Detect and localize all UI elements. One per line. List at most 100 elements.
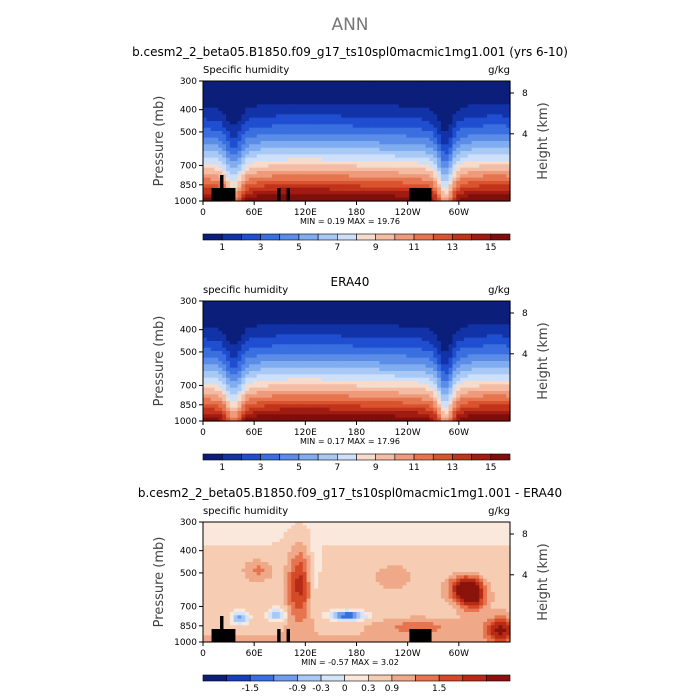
field-cell — [264, 161, 269, 165]
field-cell — [371, 317, 377, 322]
field-cell — [210, 171, 216, 175]
field-cell — [206, 314, 212, 319]
field-cell — [364, 94, 369, 99]
field-cell — [440, 181, 446, 185]
field-cell — [214, 151, 219, 155]
field-cell — [387, 111, 392, 115]
field-cell — [318, 161, 323, 165]
field-cell — [417, 311, 423, 315]
field-cell — [410, 81, 415, 85]
field-cell — [368, 117, 373, 122]
field-cell — [333, 181, 338, 185]
field-cell — [398, 331, 404, 335]
field-cell — [483, 197, 488, 202]
field-cell — [260, 101, 265, 105]
field-cell — [448, 374, 454, 379]
field-cell — [298, 304, 304, 309]
field-cell — [429, 197, 434, 202]
y-axis-label: Pressure (mb) — [152, 96, 167, 187]
field-cell — [494, 111, 500, 115]
field-cell — [425, 154, 431, 159]
field-cell — [502, 84, 507, 89]
field-cell — [387, 124, 392, 129]
field-cell — [402, 331, 407, 335]
field-cell — [218, 127, 223, 132]
field-cell — [352, 84, 358, 89]
field-cell — [368, 331, 373, 335]
field-cell — [226, 351, 231, 355]
field-cell — [333, 324, 338, 329]
field-cell — [329, 157, 335, 162]
field-cell — [283, 374, 289, 379]
field-cell — [245, 347, 250, 352]
field-cell — [356, 97, 361, 102]
field-cell — [260, 84, 265, 89]
field-cell — [429, 187, 434, 192]
field-cell — [252, 147, 258, 152]
field-cell — [479, 101, 484, 105]
field-cell — [364, 87, 369, 92]
field-cell — [414, 371, 419, 375]
field-cell — [352, 337, 358, 342]
field-cell — [314, 167, 319, 172]
field-cell — [364, 194, 369, 199]
field-cell — [314, 194, 319, 199]
field-cell — [502, 114, 507, 119]
field-cell — [456, 324, 461, 329]
field-cell — [249, 141, 254, 145]
field-cell — [233, 111, 239, 115]
field-cell — [321, 137, 327, 142]
field-cell — [344, 174, 350, 179]
field-cell — [437, 177, 442, 182]
field-cell — [314, 364, 319, 369]
field-cell — [226, 127, 231, 132]
field-cell — [298, 144, 304, 149]
field-cell — [333, 121, 338, 125]
field-cell — [406, 334, 411, 339]
field-cell — [314, 347, 319, 352]
field-cell — [483, 347, 488, 352]
field-cell — [283, 314, 289, 319]
field-cell — [245, 81, 250, 85]
field-cell — [460, 184, 465, 189]
field-cell — [233, 181, 239, 185]
field-cell — [448, 321, 454, 325]
field-cell — [394, 164, 400, 169]
field-cell — [333, 364, 338, 369]
field-cell — [410, 377, 415, 382]
field-cell — [260, 351, 265, 355]
field-cell — [414, 354, 419, 359]
field-cell — [222, 337, 227, 342]
field-cell — [222, 177, 227, 182]
field-cell — [306, 344, 312, 349]
field-cell — [356, 364, 361, 369]
field-cell — [226, 171, 231, 175]
field-cell — [391, 107, 396, 112]
field-cell — [414, 184, 419, 189]
field-cell — [356, 87, 361, 92]
field-cell — [463, 161, 469, 165]
field-cell — [329, 191, 335, 195]
field-cell — [306, 304, 312, 309]
field-cell — [218, 137, 223, 142]
field-cell — [444, 374, 450, 379]
field-cell — [394, 371, 400, 375]
field-cell — [310, 311, 315, 315]
field-cell — [329, 137, 335, 142]
field-cell — [275, 111, 281, 115]
field-cell — [268, 191, 273, 195]
field-cell — [241, 194, 246, 199]
field-cell — [287, 374, 292, 379]
field-cell — [448, 174, 454, 179]
field-cell — [444, 367, 450, 372]
field-cell — [391, 357, 396, 362]
field-cell — [268, 357, 273, 362]
field-cell — [479, 307, 484, 312]
field-cell — [387, 137, 392, 142]
field-cell — [206, 194, 212, 199]
field-cell — [344, 301, 350, 305]
field-cell — [437, 374, 442, 379]
field-cell — [352, 341, 358, 345]
field-cell — [490, 364, 496, 369]
field-cell — [479, 161, 484, 165]
